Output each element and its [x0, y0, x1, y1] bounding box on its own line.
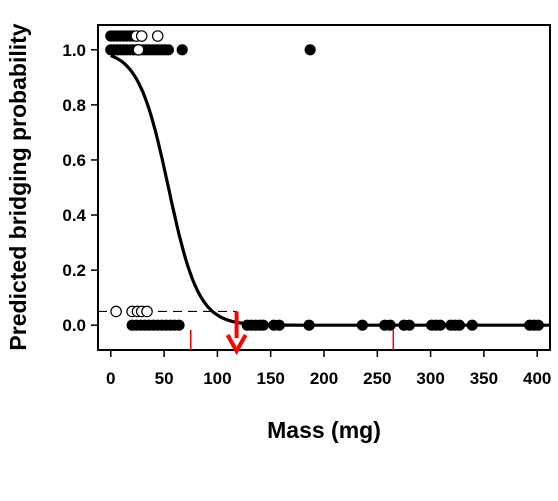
x-axis: 0 50 100 150 200 250 300 350 400 [106, 350, 551, 388]
open-point [110, 305, 122, 318]
points-layer [105, 30, 544, 331]
filled-point [162, 44, 174, 56]
fitted-curve [110, 54, 550, 327]
y-tick-label: 0.0 [62, 316, 86, 335]
filled-point [273, 319, 285, 331]
x-tick-label: 200 [310, 369, 338, 388]
x-tick-label: 150 [257, 369, 285, 388]
filled-point [434, 319, 446, 331]
filled-point [356, 319, 368, 331]
curve-layer [110, 54, 550, 327]
y-tick-label: 0.2 [62, 261, 86, 280]
y-tick-label: 0.8 [62, 96, 86, 115]
filled-point [384, 319, 396, 331]
x-tick-label: 350 [470, 369, 498, 388]
x-tick-label: 250 [363, 369, 391, 388]
filled-point [466, 319, 478, 331]
y-tick-label: 0.6 [62, 151, 86, 170]
y-tick-label: 1.0 [62, 41, 86, 60]
x-tick-label: 300 [416, 369, 444, 388]
y-tick-label: 0.4 [62, 206, 86, 225]
y-axis-title: Predicted bridging probability [5, 23, 31, 350]
x-tick-label: 50 [155, 369, 174, 388]
x-tick-label: 100 [203, 369, 231, 388]
open-point [135, 30, 148, 42]
open-point [141, 305, 153, 318]
x-tick-label: 400 [523, 369, 551, 388]
filled-point [176, 44, 188, 56]
filled-point [304, 44, 316, 56]
y-axis: 0.0 0.2 0.4 0.6 0.8 1.0 [62, 41, 98, 335]
x-tick-label: 0 [106, 369, 115, 388]
filled-point [403, 319, 415, 331]
annotation-layer [98, 310, 395, 356]
filled-point [173, 319, 185, 331]
filled-point [257, 319, 269, 331]
filled-point [303, 319, 315, 331]
open-point [151, 30, 164, 42]
filled-point [453, 319, 465, 331]
plot-frame [97, 24, 551, 351]
open-point [132, 43, 145, 56]
x-axis-title: Mass (mg) [267, 417, 381, 443]
arrow-head [225, 334, 248, 356]
filled-point [532, 319, 544, 331]
